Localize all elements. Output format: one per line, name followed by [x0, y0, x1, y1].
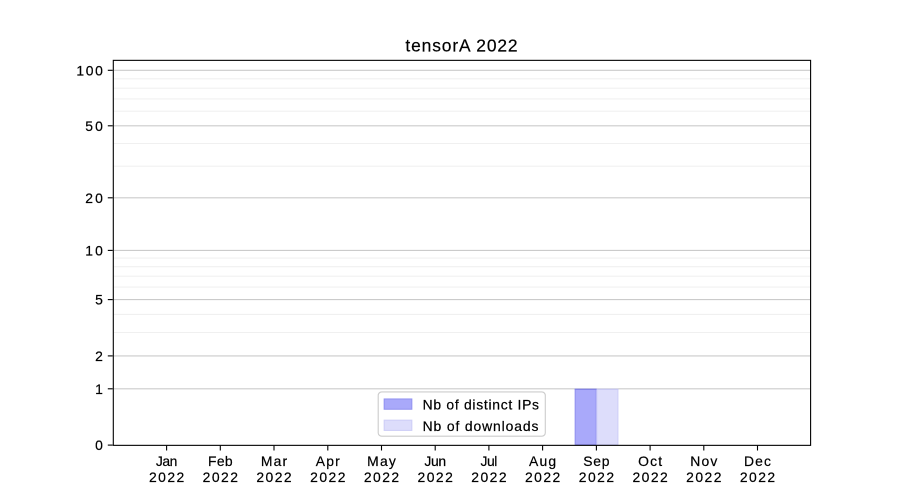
svg-text:2022: 2022 — [256, 469, 292, 485]
svg-text:5: 5 — [95, 292, 103, 308]
svg-text:2022: 2022 — [364, 469, 400, 485]
svg-text:Aug: Aug — [529, 453, 556, 469]
svg-text:Jan: Jan — [156, 453, 177, 469]
svg-text:2022: 2022 — [525, 469, 561, 485]
svg-text:2022: 2022 — [203, 469, 239, 485]
svg-text:1: 1 — [95, 381, 103, 397]
svg-text:2022: 2022 — [149, 469, 185, 485]
svg-text:Jul: Jul — [481, 453, 498, 469]
svg-text:2022: 2022 — [686, 469, 722, 485]
svg-text:tensorA 2022: tensorA 2022 — [405, 35, 517, 55]
svg-text:2022: 2022 — [310, 469, 346, 485]
svg-text:2022: 2022 — [418, 469, 454, 485]
svg-text:2022: 2022 — [740, 469, 776, 485]
svg-text:Apr: Apr — [316, 453, 340, 469]
svg-text:2022: 2022 — [471, 469, 507, 485]
svg-text:Mar: Mar — [261, 453, 288, 469]
svg-text:Feb: Feb — [208, 453, 233, 469]
svg-text:2022: 2022 — [579, 469, 615, 485]
svg-text:Sep: Sep — [583, 453, 609, 469]
svg-text:10: 10 — [85, 243, 103, 259]
svg-text:Nb of downloads: Nb of downloads — [423, 418, 539, 434]
svg-text:0: 0 — [95, 437, 103, 453]
svg-text:2: 2 — [95, 348, 103, 364]
svg-text:20: 20 — [85, 190, 103, 206]
svg-text:50: 50 — [85, 118, 103, 134]
svg-text:2022: 2022 — [632, 469, 668, 485]
svg-text:Dec: Dec — [744, 453, 771, 469]
svg-text:Nov: Nov — [690, 453, 717, 469]
svg-text:Nb of distinct IPs: Nb of distinct IPs — [423, 396, 539, 412]
svg-text:May: May — [367, 453, 396, 469]
svg-text:Oct: Oct — [638, 453, 662, 469]
svg-text:100: 100 — [76, 62, 103, 78]
svg-text:Jun: Jun — [424, 453, 446, 469]
